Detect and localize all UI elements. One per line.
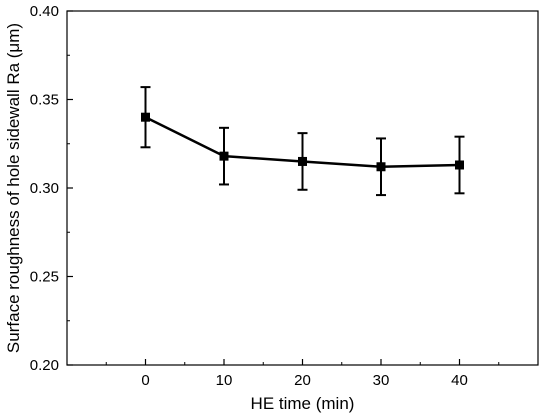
y-tick-label: 0.30 bbox=[30, 180, 59, 197]
y-tick-label: 0.25 bbox=[30, 269, 59, 286]
x-axis-title: HE time (min) bbox=[251, 394, 355, 413]
axis-ticks: 0.20 0.25 0.30 0.35 0.40 0 10 20 30 40 bbox=[30, 3, 500, 389]
data-point-marker bbox=[298, 156, 307, 166]
x-tick-label: 0 bbox=[141, 372, 149, 389]
data-point-marker bbox=[141, 112, 150, 122]
y-axis-title: Surface roughness of hole sidewall Ra (μ… bbox=[4, 23, 23, 353]
y-tick-label: 0.40 bbox=[30, 3, 59, 20]
x-tick-label: 40 bbox=[451, 372, 468, 389]
y-tick-label: 0.20 bbox=[30, 357, 59, 374]
x-tick-label: 20 bbox=[294, 372, 311, 389]
y-tick-label: 0.35 bbox=[30, 92, 59, 109]
x-tick-label: 10 bbox=[216, 372, 233, 389]
plot-area bbox=[66, 10, 539, 366]
data-point-marker bbox=[219, 151, 229, 161]
data-point-marker bbox=[455, 160, 464, 170]
x-tick-label: 30 bbox=[373, 372, 390, 389]
data-point-marker bbox=[376, 162, 386, 172]
